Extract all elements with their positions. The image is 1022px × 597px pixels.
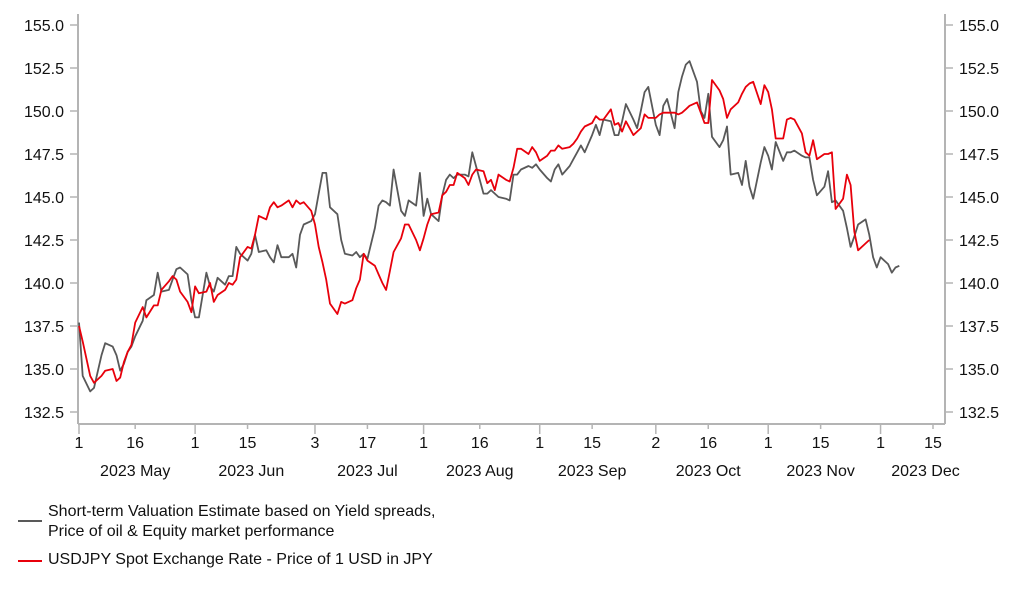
x-tick-label: 1: [191, 435, 200, 452]
y-tick-label-left: 132.5: [24, 405, 64, 422]
x-month-label: 2023 Oct: [676, 463, 741, 480]
y-tick-label-right: 152.5: [959, 61, 999, 78]
x-tick-label: 1: [535, 435, 544, 452]
y-tick-label-right: 142.5: [959, 233, 999, 250]
legend-swatch-valuation: [18, 520, 42, 522]
x-tick-label: 3: [311, 435, 320, 452]
series-line-usdjpy: [78, 79, 870, 384]
x-month-label: 2023 Nov: [786, 463, 855, 480]
x-tick-label: 16: [699, 435, 717, 452]
x-month-label: 2023 Jul: [337, 463, 398, 480]
x-month-label: 2023 Jun: [218, 463, 284, 480]
x-tick-label: 15: [583, 435, 601, 452]
legend-label-valuation: Short-term Valuation Estimate based on Y…: [48, 503, 436, 540]
x-tick-label: 1: [419, 435, 428, 452]
x-tick-label: 1: [876, 435, 885, 452]
y-tick-label-left: 145.0: [24, 190, 64, 207]
y-tick-label-right: 150.0: [959, 104, 999, 121]
x-month-label: 2023 Sep: [558, 463, 627, 480]
legend-item-usdjpy: USDJPY Spot Exchange Rate - Price of 1 U…: [18, 550, 435, 570]
x-tick-label: 15: [239, 435, 257, 452]
x-tick-label: 16: [126, 435, 144, 452]
y-tick-label-left: 137.5: [24, 319, 64, 336]
legend-label-usdjpy: USDJPY Spot Exchange Rate - Price of 1 U…: [48, 551, 433, 568]
y-tick-label-left: 135.0: [24, 362, 64, 379]
y-tick-label-right: 132.5: [959, 405, 999, 422]
legend: Short-term Valuation Estimate based on Y…: [18, 502, 435, 578]
x-month-label: 2023 Aug: [446, 463, 514, 480]
x-tick-label: 15: [812, 435, 830, 452]
x-tick-label: 15: [924, 435, 942, 452]
y-tick-label-right: 137.5: [959, 319, 999, 336]
x-tick-label: 16: [471, 435, 489, 452]
legend-item-valuation: Short-term Valuation Estimate based on Y…: [18, 502, 435, 542]
y-tick-label-left: 140.0: [24, 276, 64, 293]
series-layer: [78, 60, 900, 393]
y-tick-label-left: 147.5: [24, 147, 64, 164]
y-tick-label-left: 152.5: [24, 61, 64, 78]
line-chart: 155.0 155.0 152.5 152.5 150.0 150.0 147.5 147.5…: [24, 14, 999, 480]
axes: [70, 14, 953, 434]
x-tick-label: 1: [764, 435, 773, 452]
x-tick-label: 2: [651, 435, 660, 452]
x-month-label: 2023 Dec: [891, 463, 960, 480]
x-tick-label: 17: [359, 435, 377, 452]
y-tick-label-left: 155.0: [24, 18, 64, 35]
y-tick-label-left: 150.0: [24, 104, 64, 121]
y-tick-label-left: 142.5: [24, 233, 64, 250]
y-tick-label-right: 147.5: [959, 147, 999, 164]
y-tick-label-right: 135.0: [959, 362, 999, 379]
series-line-valuation: [78, 60, 900, 393]
y-tick-label-right: 140.0: [959, 276, 999, 293]
legend-swatch-usdjpy: [18, 560, 42, 562]
y-tick-label-right: 155.0: [959, 18, 999, 35]
tick-labels: 155.0 155.0 152.5 152.5 150.0 150.0 147.5 147.5…: [24, 18, 999, 480]
y-tick-label-right: 145.0: [959, 190, 999, 207]
x-tick-label: 1: [75, 435, 84, 452]
x-month-label: 2023 May: [100, 463, 170, 480]
